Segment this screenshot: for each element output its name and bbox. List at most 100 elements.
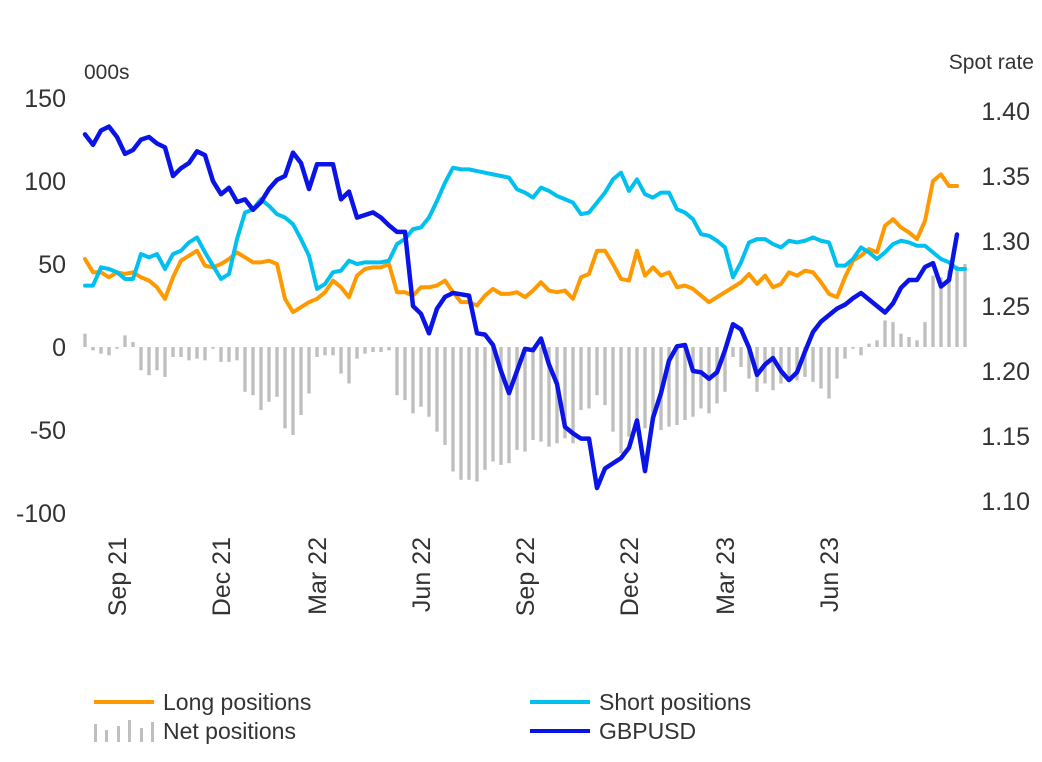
net-position-bar [571,347,575,444]
net-position-bar [275,347,279,397]
net-position-bar [395,347,399,396]
left-axis-ticks: 150 100 50 0 -50 -100 [16,85,66,528]
net-position-bar [579,347,583,411]
net-position-bar [315,347,319,357]
net-position-bar [195,347,199,359]
net-position-bar [99,347,103,354]
x-tick-label: Mar 22 [304,537,332,615]
x-tick-label: Jun 23 [816,537,844,612]
net-position-bar [179,347,183,357]
net-position-bar [771,347,775,391]
net-position-bar [803,347,807,377]
long-positions-line [83,172,959,315]
net-position-bar [795,347,799,381]
legend-label-net: Net positions [163,717,296,744]
right-tick-label: 1.25 [981,293,1030,321]
net-position-bar [675,347,679,426]
net-position-bar [243,347,247,392]
net-position-bar [363,347,367,354]
net-position-bar [435,347,439,432]
net-position-bar [787,347,791,379]
series-lines [82,124,967,491]
net-position-bar [371,347,375,352]
net-position-bar [931,275,935,347]
net-position-bar [347,347,351,384]
net-position-bar [139,347,143,371]
short-positions-swatch [530,700,590,704]
net-position-bar [955,265,959,347]
net-position-bar [859,347,863,356]
net-positions-swatch [94,720,154,742]
net-position-bar [835,347,839,379]
net-position-bar [491,347,495,462]
net-position-bar [611,347,615,432]
net-position-bar [115,347,119,349]
x-tick-label: Sep 22 [512,537,540,616]
net-position-bar [851,347,855,349]
net-position-bar [91,347,95,351]
legend-label-short: Short positions [599,688,752,715]
net-position-bar [547,347,551,447]
net-position-bar [539,347,543,442]
net-position-bar [523,347,527,452]
net-position-bar [283,347,287,429]
net-position-bar [651,347,655,417]
net-position-bar [299,347,303,416]
right-tick-label: 1.20 [981,358,1030,386]
net-position-bar [163,347,167,377]
net-position-bar [427,347,431,417]
right-tick-label: 1.15 [981,423,1030,451]
gbpusd-line [82,124,960,491]
net-position-bar [747,347,751,379]
net-position-bar [683,347,687,421]
net-position-bar [603,347,607,406]
net-position-bar [723,347,727,392]
net-position-bar [331,347,335,356]
left-tick-label: 50 [38,251,66,279]
legend-label-long: Long positions [163,688,312,715]
net-position-bar [355,347,359,359]
x-tick-label: Dec 21 [208,537,236,616]
net-position-bar [475,347,479,482]
left-tick-label: 0 [52,334,66,362]
net-position-bar [123,335,127,347]
net-position-bar [147,347,151,376]
x-axis-ticks: Sep 21 Dec 21 Mar 22 Jun 22 Sep 22 Dec 22 Mar … [104,537,844,616]
net-position-bar [507,347,511,464]
left-axis-unit-label: 000s [84,61,130,84]
right-axis-ticks: 1.40 1.35 1.30 1.25 1.20 1.15 1.10 [981,98,1030,516]
net-position-bar [515,347,519,450]
right-tick-label: 1.35 [981,163,1030,191]
net-position-bar [627,347,631,437]
net-positions-bars [83,264,967,482]
net-position-bar [867,343,871,347]
net-position-bar [403,347,407,401]
right-tick-label: 1.30 [981,228,1030,256]
net-position-bar [923,322,927,347]
net-position-bar [915,340,919,347]
left-tick-label: 100 [24,168,66,196]
long-positions-swatch [94,700,154,704]
net-position-bar [467,347,471,480]
legend-item-net: Net positions [94,716,296,746]
net-position-bar [411,347,415,414]
net-position-bar [419,347,423,407]
net-position-bar [819,347,823,389]
net-position-bar [267,347,271,402]
x-tick-label: Mar 23 [712,537,740,615]
left-tick-label: 150 [24,85,66,113]
net-position-bar [963,264,967,347]
net-position-bar [107,347,111,356]
net-position-bar [211,347,215,349]
net-position-bar [339,347,343,374]
net-position-bar [883,320,887,347]
net-position-bar [235,347,239,361]
net-position-bar [739,347,743,367]
legend-item-long: Long positions [94,687,311,717]
net-position-bar [307,347,311,394]
net-position-bar [483,347,487,470]
short-positions-line [83,165,967,291]
net-position-bar [187,347,191,361]
net-position-bar [691,347,695,417]
